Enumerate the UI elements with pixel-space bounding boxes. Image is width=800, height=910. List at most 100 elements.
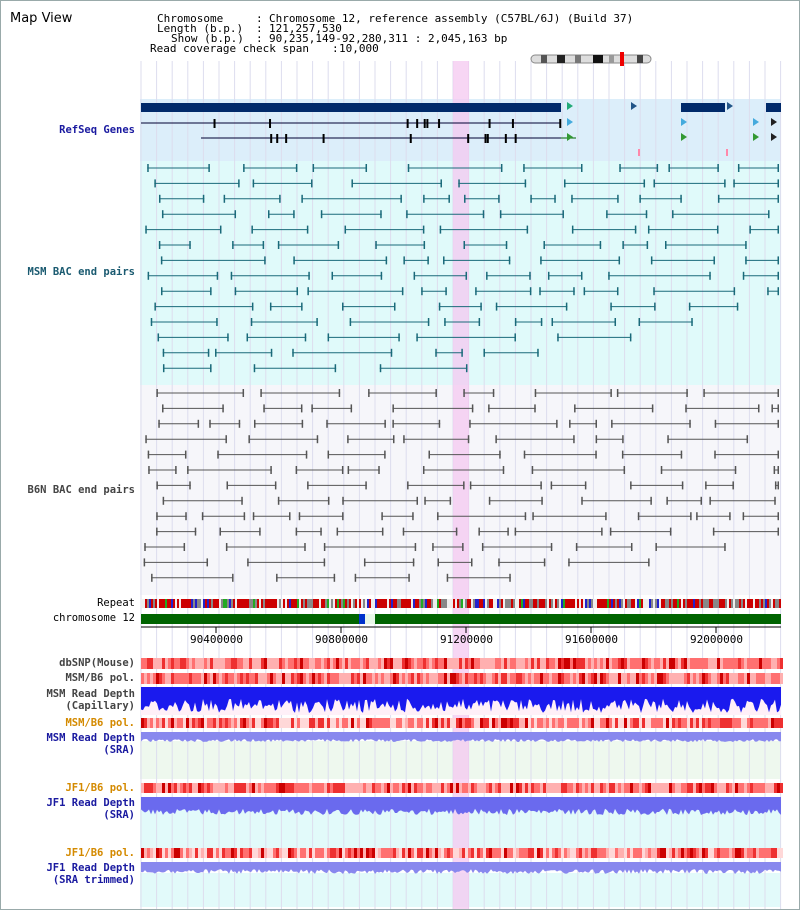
bac-end — [568, 558, 570, 567]
snp-density-cell — [273, 658, 276, 669]
track-label-jf1-b6-pol[interactable]: JF1/B6 pol. — [65, 782, 135, 794]
snp-density-cell — [405, 783, 408, 793]
snp-density-cell — [666, 848, 669, 858]
track-label-jf1-b6-pol-2[interactable]: JF1/B6 pol. — [65, 847, 135, 859]
snp-density-cell — [582, 673, 585, 684]
snp-density-cell — [360, 658, 363, 669]
snp-density-cell — [189, 673, 192, 684]
snp-density-cell — [684, 783, 687, 793]
bac-end — [465, 271, 468, 280]
bac-end — [650, 256, 653, 265]
track-label-msm-depth-capillary[interactable]: MSM Read Depth — [46, 688, 135, 700]
repeat-element — [653, 599, 655, 608]
track-label-msm-depth-sra[interactable]: MSM Read Depth — [46, 732, 135, 744]
track-label-repeat[interactable]: Repeat — [97, 597, 135, 609]
repeat-element — [491, 599, 493, 608]
snp-density-cell — [732, 783, 735, 793]
snp-density-cell — [444, 658, 447, 669]
snp-density-cell — [498, 718, 501, 728]
repeat-element — [231, 599, 233, 608]
snp-density-cell — [270, 673, 273, 684]
snp-density-cell — [357, 848, 360, 858]
snp-density-cell — [672, 848, 675, 858]
repeat-element — [583, 599, 585, 608]
snp-density-cell — [489, 718, 492, 728]
bac-end — [465, 364, 468, 373]
repeat-element — [647, 599, 649, 608]
snp-density-cell — [195, 658, 198, 669]
snp-density-cell — [723, 658, 726, 669]
track-label-jf1-depth-trimmed[interactable]: JF1 Read Depth — [46, 862, 135, 874]
bac-end — [219, 527, 222, 536]
snp-density-cell — [462, 783, 465, 793]
snp-density-cell — [150, 783, 153, 793]
snp-density-cell — [261, 848, 264, 858]
snp-density-cell — [687, 848, 690, 858]
snp-density-cell — [615, 718, 618, 728]
page-title: Map View — [10, 11, 73, 26]
repeat-element — [479, 599, 481, 608]
bac-end — [435, 389, 437, 397]
snp-density-cell — [669, 718, 672, 728]
snp-density-cell — [318, 783, 321, 793]
track-label-dbsnp[interactable]: dbSNP(Mouse) — [59, 657, 135, 669]
snp-density-cell — [414, 673, 417, 684]
track-label-msm-bac[interactable]: MSM BAC end pairs — [27, 266, 135, 278]
repeat-element — [341, 599, 343, 608]
bac-end — [534, 404, 536, 413]
track-label-refseq[interactable]: RefSeq Genes — [59, 124, 135, 136]
snp-density-cell — [567, 848, 570, 858]
snp-density-cell — [498, 783, 501, 793]
snp-density-cell — [315, 848, 318, 858]
repeat-element — [389, 599, 391, 608]
snp-density-cell — [489, 658, 492, 669]
snp-density-cell — [486, 848, 489, 858]
snp-density-cell — [318, 848, 321, 858]
bac-end — [277, 241, 280, 249]
snp-density-cell — [558, 658, 561, 669]
snp-density-cell — [483, 783, 486, 793]
bac-end — [729, 512, 731, 521]
snp-density-cell — [231, 783, 234, 793]
snp-density-cell — [231, 673, 234, 684]
snp-density-cell — [399, 848, 402, 858]
repeat-element — [393, 599, 395, 608]
snp-density-cell — [399, 718, 402, 728]
snp-density-cell — [339, 848, 342, 858]
bac-end — [653, 287, 655, 296]
track-label-msm-b6-pol[interactable]: MSM/B6 pol. — [65, 672, 135, 684]
snp-density-cell — [603, 718, 606, 728]
snp-density-cell — [426, 718, 429, 728]
track-label-b6n-bac[interactable]: B6N BAC end pairs — [27, 484, 135, 496]
repeat-element — [475, 599, 477, 608]
repeat-element — [695, 599, 697, 608]
snp-density-cell — [402, 848, 405, 858]
track-label-chromosome[interactable]: chromosome 12 — [52, 612, 135, 624]
snp-density-cell — [219, 718, 222, 728]
bac-end — [611, 419, 613, 428]
snp-density-cell — [666, 718, 669, 728]
bac-end — [413, 271, 416, 280]
snp-density-cell — [648, 848, 651, 858]
snp-density-cell — [417, 783, 420, 793]
snp-density-cell — [237, 783, 240, 793]
snp-density-cell — [471, 658, 474, 669]
snp-density-cell — [714, 658, 717, 669]
repeat-element — [629, 599, 631, 608]
bac-end — [486, 271, 488, 280]
track-label-jf1-depth-sra[interactable]: JF1 Read Depth — [46, 797, 135, 809]
snp-density-cell — [552, 718, 555, 728]
snp-density-cell — [609, 658, 612, 669]
track-label-msm-b6-pol-2[interactable]: MSM/B6 pol. — [65, 717, 135, 729]
snp-density-cell — [585, 718, 588, 728]
bac-end — [709, 271, 711, 280]
bac-end — [646, 241, 649, 249]
snp-density-cell — [471, 718, 474, 728]
snp-density-cell — [300, 848, 303, 858]
snp-density-cell — [285, 658, 288, 669]
snp-density-cell — [195, 783, 198, 793]
snp-density-cell — [180, 783, 183, 793]
bac-end — [617, 194, 619, 203]
bac-end — [495, 435, 497, 444]
